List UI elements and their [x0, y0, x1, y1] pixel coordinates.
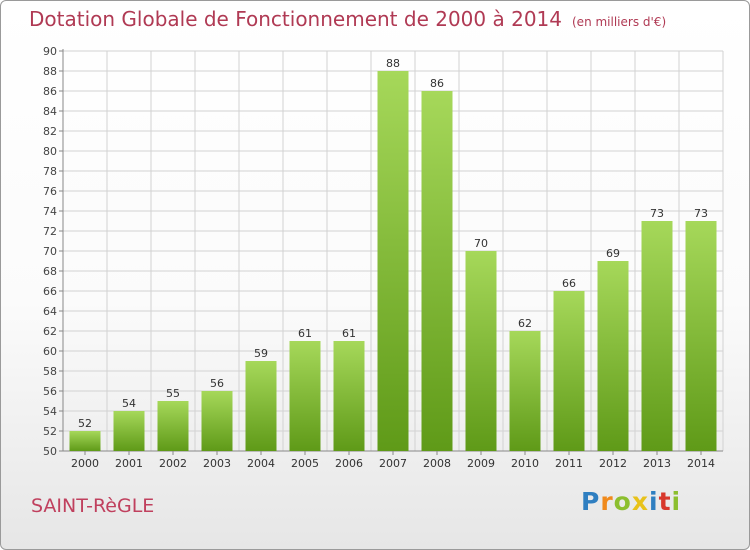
bar-2001: [113, 411, 145, 451]
y-tick-label: 50: [43, 445, 57, 458]
bar-2014: [685, 221, 717, 451]
x-tick-label-2008: 2008: [423, 457, 451, 470]
x-tick-label-2007: 2007: [379, 457, 407, 470]
y-tick-label: 58: [43, 365, 57, 378]
y-tick-label: 60: [43, 345, 57, 358]
y-tick-label: 62: [43, 325, 57, 338]
value-label-2006: 61: [342, 327, 356, 340]
x-tick-label-2001: 2001: [115, 457, 143, 470]
y-tick-label: 90: [43, 45, 57, 58]
x-tick-label-2002: 2002: [159, 457, 187, 470]
value-label-2013: 73: [650, 207, 664, 220]
value-label-2011: 66: [562, 277, 576, 290]
bar-2000: [69, 431, 101, 451]
y-tick-label: 86: [43, 85, 57, 98]
bar-2002: [157, 401, 189, 451]
value-label-2009: 70: [474, 237, 488, 250]
bar-2013: [641, 221, 673, 451]
x-tick-label-2010: 2010: [511, 457, 539, 470]
value-label-2002: 55: [166, 387, 180, 400]
value-label-2012: 69: [606, 247, 620, 260]
logo-letter: o: [613, 487, 632, 516]
title-text: Dotation Globale de Fonctionnement de 20…: [29, 7, 562, 31]
x-tick-label-2014: 2014: [687, 457, 715, 470]
y-tick-label: 76: [43, 185, 57, 198]
proxiti-logo[interactable]: Proxiti: [581, 487, 681, 516]
x-tick-label-2000: 2000: [71, 457, 99, 470]
value-label-2000: 52: [78, 417, 92, 430]
bar-2005: [289, 341, 321, 451]
y-tick-label: 84: [43, 105, 57, 118]
bar-2011: [553, 291, 585, 451]
x-tick-label-2011: 2011: [555, 457, 583, 470]
bar-2007: [377, 71, 409, 451]
y-tick-label: 82: [43, 125, 57, 138]
y-tick-label: 80: [43, 145, 57, 158]
y-tick-label: 56: [43, 385, 57, 398]
value-label-2001: 54: [122, 397, 136, 410]
y-tick-label: 52: [43, 425, 57, 438]
bar-2006: [333, 341, 365, 451]
logo-letter: x: [631, 487, 649, 516]
value-label-2014: 73: [694, 207, 708, 220]
bar-2004: [245, 361, 277, 451]
value-label-2003: 56: [210, 377, 224, 390]
value-label-2007: 88: [386, 57, 400, 70]
commune-name: SAINT-RèGLE: [31, 495, 155, 517]
logo-letter: P: [581, 487, 601, 516]
bars: [69, 71, 717, 451]
x-tick-label-2013: 2013: [643, 457, 671, 470]
x-tick-label-2006: 2006: [335, 457, 363, 470]
y-tick-label: 68: [43, 265, 57, 278]
y-tick-label: 70: [43, 245, 57, 258]
x-tick-label-2012: 2012: [599, 457, 627, 470]
logo-letter: r: [600, 487, 614, 516]
logo-letter: t: [658, 487, 672, 516]
x-tick-label-2005: 2005: [291, 457, 319, 470]
value-label-2010: 62: [518, 317, 532, 330]
y-tick-label: 64: [43, 305, 57, 318]
logo-letter: i: [649, 487, 659, 516]
bar-2008: [421, 91, 453, 451]
value-label-2008: 86: [430, 77, 444, 90]
value-label-2004: 59: [254, 347, 268, 360]
y-tick-label: 54: [43, 405, 57, 418]
y-tick-label: 88: [43, 65, 57, 78]
y-tick-label: 78: [43, 165, 57, 178]
title-unit: (en milliers d'€): [572, 15, 667, 29]
x-tick-label-2003: 2003: [203, 457, 231, 470]
y-tick-label: 74: [43, 205, 57, 218]
chart-title: Dotation Globale de Fonctionnement de 20…: [29, 7, 666, 31]
bar-2009: [465, 251, 497, 451]
bar-2010: [509, 331, 541, 451]
x-tick-label-2009: 2009: [467, 457, 495, 470]
bar-2012: [597, 261, 629, 451]
x-tick-label-2004: 2004: [247, 457, 275, 470]
labels: 50 52 54 56 58 60 62 64 66 68 70 72 74 76 78 80 82 84 86 88…: [43, 45, 715, 470]
bar-2003: [201, 391, 233, 451]
value-label-2005: 61: [298, 327, 312, 340]
logo-letter: i: [671, 487, 682, 516]
y-tick-label: 66: [43, 285, 57, 298]
y-tick-label: 72: [43, 225, 57, 238]
